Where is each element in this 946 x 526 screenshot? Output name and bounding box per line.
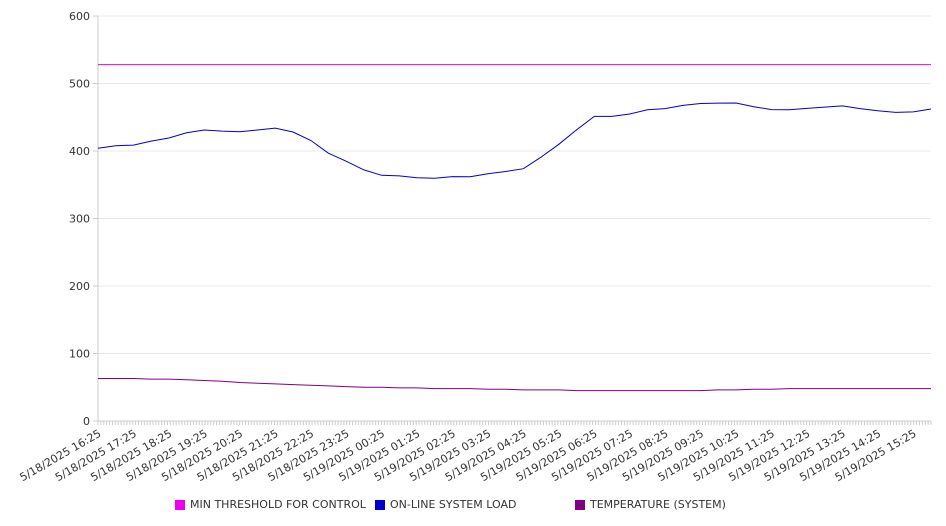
legend-item-min-threshold[interactable]: MIN THRESHOLD FOR CONTROL (175, 498, 366, 511)
chart-legend: MIN THRESHOLD FOR CONTROL ON-LINE SYSTEM… (0, 498, 946, 514)
y-tick-label: 500 (69, 78, 90, 91)
y-axis-tick-labels: 0 100 200 300 400 500 600 (69, 10, 90, 428)
x-axis-tick-labels: 5/18/2025 16:255/18/2025 17:255/18/2025 … (18, 427, 919, 484)
legend-label-temperature: TEMPERATURE (SYSTEM) (590, 498, 726, 511)
gridlines (98, 15, 931, 354)
series-line-1 (97, 102, 932, 179)
legend-swatch-temperature (575, 499, 585, 510)
legend-label-min-threshold: MIN THRESHOLD FOR CONTROL (190, 498, 366, 511)
legend-item-online-system-load[interactable]: ON-LINE SYSTEM LOAD (375, 498, 516, 511)
y-tick-label: 600 (69, 10, 90, 23)
y-tick-label: 0 (83, 415, 90, 428)
y-tick-label: 300 (69, 213, 90, 226)
legend-label-online-system-load: ON-LINE SYSTEM LOAD (390, 498, 517, 511)
y-tick-label: 200 (69, 280, 90, 293)
y-tick-label: 400 (69, 145, 90, 158)
legend-swatch-min-threshold (175, 499, 185, 510)
y-tick-label: 100 (69, 348, 90, 361)
axes (93, 15, 932, 425)
legend-item-temperature[interactable]: TEMPERATURE (SYSTEM) (575, 498, 726, 511)
legend-swatch-online-system-load (375, 499, 385, 510)
series-line-2 (98, 378, 931, 392)
series-lines (97, 64, 932, 392)
